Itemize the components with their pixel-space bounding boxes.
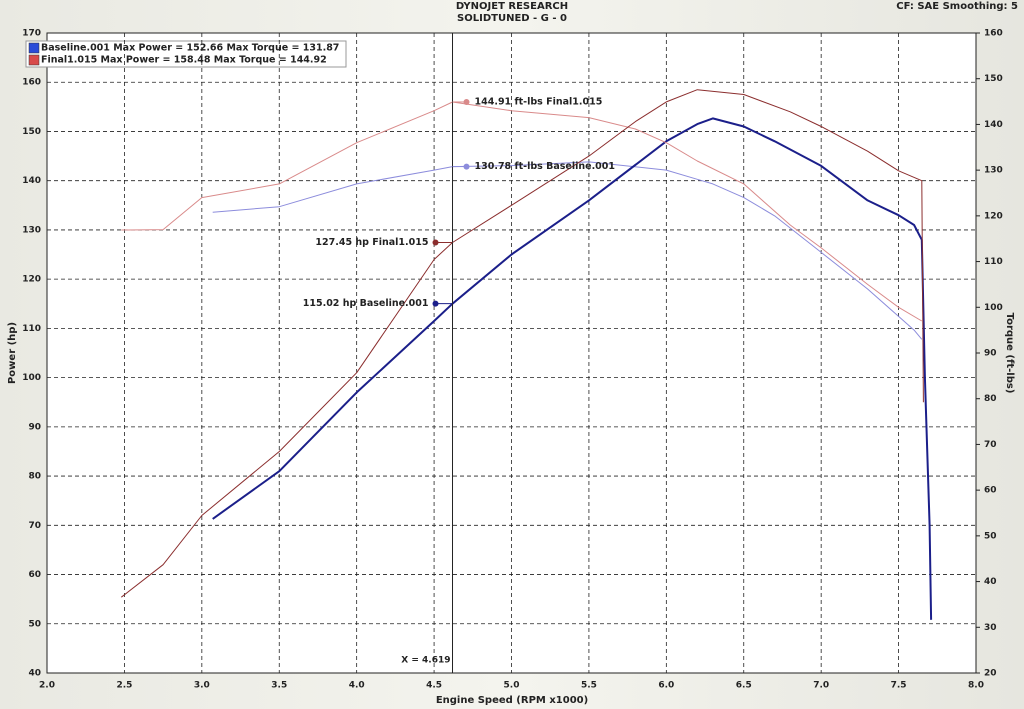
power-line <box>212 117 933 620</box>
chart-subtitle: SOLIDTUNED - G - 0 <box>457 13 567 24</box>
x-tick-label: 6.0 <box>658 681 674 691</box>
x-tick-label: 4.0 <box>349 681 365 691</box>
y-tick-label: 70 <box>28 521 41 531</box>
y-tick-label: 110 <box>22 324 41 334</box>
y2-tick-label: 30 <box>984 623 997 633</box>
y2-tick-label: 90 <box>984 349 997 359</box>
y2-tick-label: 40 <box>984 577 997 587</box>
y2-tick-label: 100 <box>984 303 1003 313</box>
settings-text: CF: SAE Smoothing: 5 <box>896 1 1018 12</box>
y2-tick-label: 150 <box>984 74 1003 84</box>
y2-tick-label: 80 <box>984 394 997 404</box>
legend-entry: Final1.015 Max Power = 158.48 Max Torque… <box>41 55 327 66</box>
annotation-dot <box>463 98 470 105</box>
annotation: 127.45 hp Final1.015 <box>315 237 428 248</box>
y-tick-label: 40 <box>28 669 41 679</box>
y-tick-label: 80 <box>28 472 41 482</box>
y-axis-label: Power (hp) <box>7 322 18 384</box>
y2-tick-label: 70 <box>984 440 997 450</box>
x-tick-label: 2.0 <box>39 681 55 691</box>
x-tick-label: 7.0 <box>813 681 829 691</box>
annotation: 115.02 hp Baseline.001 <box>303 298 429 309</box>
plot-area <box>46 32 977 674</box>
legend-swatch <box>28 54 40 66</box>
x-tick-label: 5.0 <box>504 681 520 691</box>
annotation-dot <box>432 300 439 307</box>
y-tick-label: 170 <box>22 29 41 39</box>
legend <box>25 40 347 68</box>
chart-title: DYNOJET RESEARCH <box>456 1 568 12</box>
y-tick-label: 50 <box>28 619 41 629</box>
torque-line <box>212 161 923 340</box>
y-tick-label: 100 <box>22 373 41 383</box>
y2-tick-label: 110 <box>984 257 1003 267</box>
y2-tick-label: 130 <box>984 166 1003 176</box>
legend-entry: Baseline.001 Max Power = 152.66 Max Torq… <box>41 43 339 54</box>
y-tick-label: 160 <box>22 78 41 88</box>
annotation: 130.78 ft-lbs Baseline.001 <box>475 161 616 172</box>
y-tick-label: 140 <box>22 176 41 186</box>
y2-tick-label: 50 <box>984 531 997 541</box>
x-tick-label: 2.5 <box>116 681 132 691</box>
y-tick-label: 60 <box>28 570 41 580</box>
y2-tick-label: 60 <box>984 486 997 496</box>
x-tick-label: 7.5 <box>891 681 907 691</box>
x-tick-label: 5.5 <box>581 681 597 691</box>
y-tick-label: 120 <box>22 275 41 285</box>
y-tick-label: 150 <box>22 127 41 137</box>
torque-line <box>121 101 923 322</box>
y2-tick-label: 20 <box>984 669 997 679</box>
cursor-label: X = 4.619 <box>401 656 450 666</box>
x-tick-label: 8.0 <box>968 681 984 691</box>
y-tick-label: 130 <box>22 225 41 235</box>
annotation-dot <box>432 239 439 246</box>
y-tick-label: 90 <box>28 422 41 432</box>
x-axis-label: Engine Speed (RPM x1000) <box>436 695 588 706</box>
x-tick-label: 3.5 <box>271 681 287 691</box>
annotation-dot <box>463 163 470 170</box>
y2-axis-label: Torque (ft-lbs) <box>1004 313 1015 394</box>
x-tick-label: 6.5 <box>736 681 752 691</box>
y2-tick-label: 120 <box>984 211 1003 221</box>
y2-tick-label: 160 <box>984 29 1003 39</box>
legend-swatch <box>28 42 40 54</box>
annotation: 144.91 ft-lbs Final1.015 <box>475 96 603 107</box>
power-line <box>120 89 924 598</box>
y2-tick-label: 140 <box>984 120 1003 130</box>
x-tick-label: 4.5 <box>426 681 442 691</box>
x-tick-label: 3.0 <box>194 681 210 691</box>
